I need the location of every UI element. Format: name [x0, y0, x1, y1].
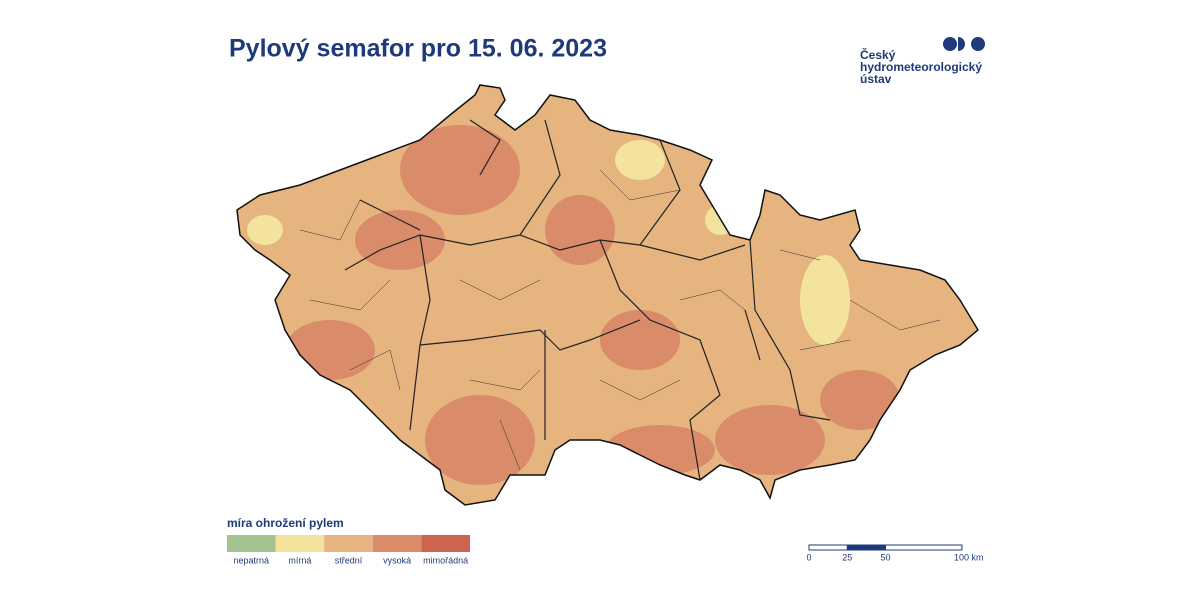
- area: [820, 370, 900, 430]
- area: [355, 210, 445, 270]
- map-areas: [247, 125, 900, 485]
- legend-swatch: [421, 535, 470, 552]
- legend-label: vysoká: [383, 555, 411, 565]
- area: [705, 205, 735, 235]
- logo-dot: [943, 37, 957, 51]
- legend: nepatrná mírná střední vysoká mimořádná: [227, 535, 470, 565]
- title: Pylový semafor pro 15. 06. 2023: [229, 35, 607, 63]
- area: [600, 310, 680, 370]
- legend-swatch: [324, 535, 373, 552]
- area: [800, 255, 850, 345]
- map: [236, 84, 979, 506]
- scale-label: 25: [842, 552, 852, 562]
- logo: Český hydrometeorologický ústav: [860, 37, 985, 86]
- scale-label: 0: [806, 552, 811, 562]
- area: [285, 320, 375, 380]
- legend-title: míra ohrožení pylem: [227, 516, 344, 530]
- legend-label: mimořádná: [423, 555, 468, 565]
- legend-swatch: [227, 535, 276, 552]
- area: [247, 215, 283, 245]
- area: [615, 140, 665, 180]
- logo-dot: [958, 37, 965, 51]
- scale-bar: 0 25 50 100 km: [806, 544, 984, 562]
- area: [545, 195, 615, 265]
- legend-label: mírná: [288, 555, 311, 565]
- scale-segment: [847, 545, 886, 550]
- area: [400, 125, 520, 215]
- logo-text: ústav: [860, 72, 892, 86]
- area: [715, 405, 825, 475]
- area: [425, 395, 535, 485]
- scale-label: 100 km: [954, 552, 984, 562]
- legend-label: střední: [335, 555, 363, 565]
- logo-text: Český: [860, 47, 896, 62]
- logo-text: hydrometeorologický: [860, 60, 982, 74]
- legend-label: nepatrná: [234, 555, 270, 565]
- legend-swatch: [275, 535, 325, 552]
- district-borders: [299, 169, 941, 471]
- scale-label: 50: [880, 552, 890, 562]
- legend-swatch: [372, 535, 422, 552]
- logo-dot: [971, 37, 985, 51]
